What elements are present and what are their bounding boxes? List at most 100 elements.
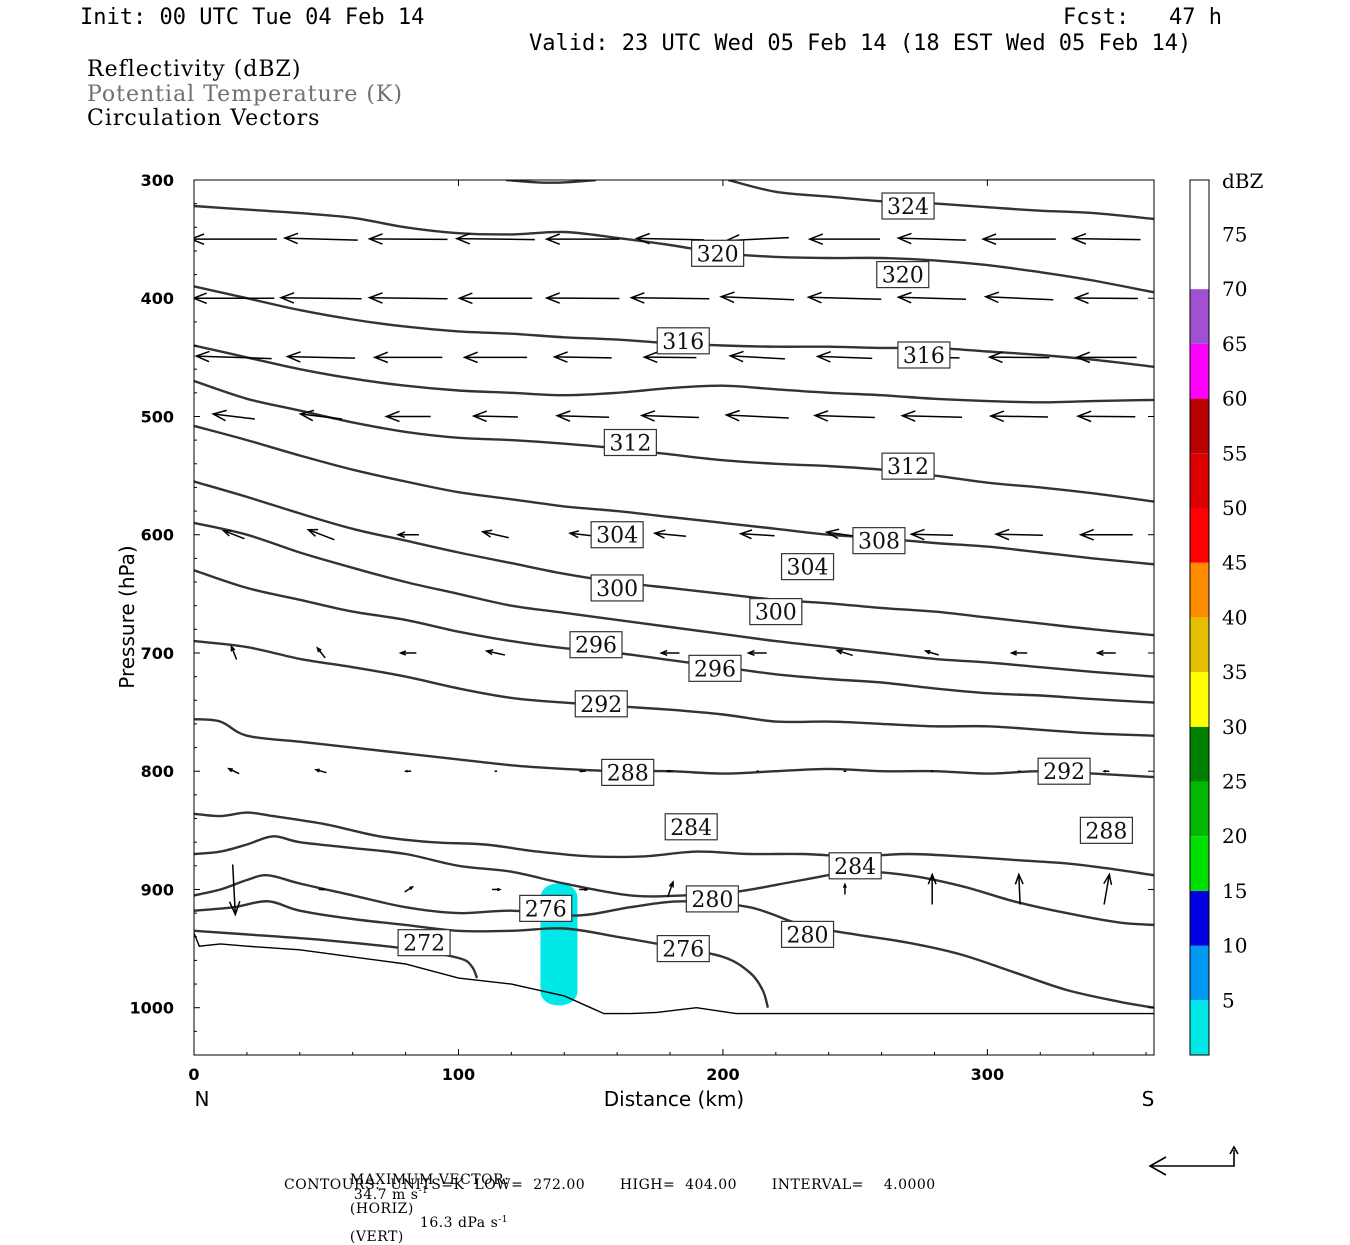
vector-head: [835, 649, 843, 655]
colorbar-segment-15: [1190, 890, 1209, 946]
vector-shaft: [814, 414, 875, 419]
vector-arrow: [896, 232, 967, 245]
contour-label: 288: [1085, 819, 1127, 844]
vector-head: [552, 351, 568, 363]
vector-head: [457, 292, 473, 305]
vector-shaft: [230, 646, 238, 660]
vector-arrow: [1014, 872, 1024, 905]
vector-arrow: [211, 409, 255, 422]
vector-head: [555, 410, 571, 422]
vector-arrow: [278, 292, 362, 304]
reference-vector-head-left: [1148, 1156, 1167, 1176]
contour-label-box: [569, 631, 623, 659]
contour-label-box: [656, 327, 710, 355]
vector-head: [1095, 649, 1104, 656]
y-tick-label: 800: [141, 762, 174, 781]
colorbar-segment-30: [1190, 726, 1209, 782]
terrain-layer: [194, 932, 1154, 1015]
vector-head: [1162, 233, 1175, 243]
colorbar-label: 25: [1222, 770, 1247, 794]
vector-arrow: [659, 649, 680, 656]
contour-label: 304: [596, 524, 638, 549]
colorbar-label: 30: [1222, 715, 1247, 739]
vector-head: [927, 872, 937, 885]
vector-shaft: [280, 296, 362, 300]
contour-label-box: [897, 341, 951, 369]
vector-head: [496, 887, 502, 892]
vector-head: [728, 350, 744, 363]
vector-arrow: [579, 887, 590, 892]
theta-contour-308: [194, 480, 1154, 637]
vector-head: [719, 291, 735, 304]
vector-shaft: [486, 650, 506, 656]
axes: 300 400 500 600 700 800 900 1000 0 100 200 300 Dista…: [115, 171, 1154, 1111]
contour-labels: 272 276 276 280 280 284 284 288 288 292 292 296 296 3…: [397, 192, 1133, 963]
vector-arrow: [367, 292, 448, 304]
contour-label-box: [574, 690, 628, 718]
theta-contour-300: [194, 569, 1154, 704]
colorbar-segment-65: [1190, 343, 1209, 399]
vector-shaft: [990, 415, 1049, 418]
vector-arrow: [728, 350, 785, 363]
max-vector-vert-exp: -1: [498, 1214, 509, 1225]
vector-head: [480, 529, 493, 538]
vector-head: [1078, 528, 1094, 541]
vector-head: [896, 232, 912, 245]
y-tick-label: 400: [141, 289, 174, 308]
vector-shaft: [817, 355, 873, 360]
vector-arrow: [983, 291, 1054, 304]
vector-arrow: [900, 410, 963, 422]
contour-label: 300: [596, 577, 638, 602]
colorbar: 5 10 15 20 25 30 35 40 45 50 55 60 65 70 75 dBZ: [1189, 169, 1264, 1056]
contour-label: 284: [670, 816, 712, 841]
max-vector-vert: 16.3 dPa s: [419, 1215, 499, 1232]
vector-arrow: [552, 351, 612, 363]
vector-head: [568, 530, 580, 539]
vector-arrow: [398, 650, 417, 656]
vector-shaft: [631, 296, 710, 300]
colorbar-segment-25: [1190, 781, 1209, 837]
vector-arrow: [812, 410, 875, 422]
contour-label-box: [664, 813, 718, 841]
vector-arrow: [815, 350, 873, 363]
vector-head: [1103, 872, 1113, 886]
vector-arrow: [314, 768, 327, 774]
vector-head: [988, 410, 1005, 423]
contour-label-box: [688, 654, 742, 682]
colorbar-segment-40: [1190, 617, 1209, 673]
vector-head: [629, 292, 645, 304]
contour-label-box: [876, 260, 930, 289]
theta-contour-288: [194, 811, 1154, 877]
vector-arrow: [994, 528, 1043, 541]
vector-arrow: [384, 410, 431, 423]
contour-label-box: [881, 452, 935, 480]
theta-contours: [194, 180, 1154, 1009]
legend-potential-temperature: Potential Temperature (K): [87, 82, 403, 107]
contour-label: 316: [662, 330, 704, 355]
colorbar-segment-20: [1190, 836, 1209, 891]
vector-head: [923, 649, 931, 655]
contour-label: 280: [787, 923, 829, 948]
contour-label: 324: [887, 195, 929, 220]
vector-head: [396, 531, 406, 539]
vector-head: [306, 528, 319, 537]
reference-vector: [1148, 1145, 1239, 1176]
vector-head: [724, 409, 740, 422]
contour-label: 304: [787, 556, 829, 581]
y-tick-label: 300: [141, 171, 174, 190]
y-tick-label: 700: [141, 644, 174, 663]
vector-arrow: [544, 292, 620, 304]
vector-head: [1168, 530, 1181, 540]
vector-head: [909, 528, 925, 541]
vector-head: [282, 232, 299, 245]
vector-shaft: [911, 533, 953, 536]
vector-shaft: [1103, 874, 1111, 905]
contour-label: 284: [834, 855, 876, 880]
vector-shaft: [1078, 415, 1136, 418]
vector-shaft: [644, 356, 697, 359]
colorbar-label: 10: [1222, 934, 1247, 958]
vector-arrow: [462, 351, 528, 364]
colorbar-title: dBZ: [1222, 169, 1264, 193]
vector-arrow: [306, 528, 335, 541]
vector-head: [321, 888, 327, 891]
